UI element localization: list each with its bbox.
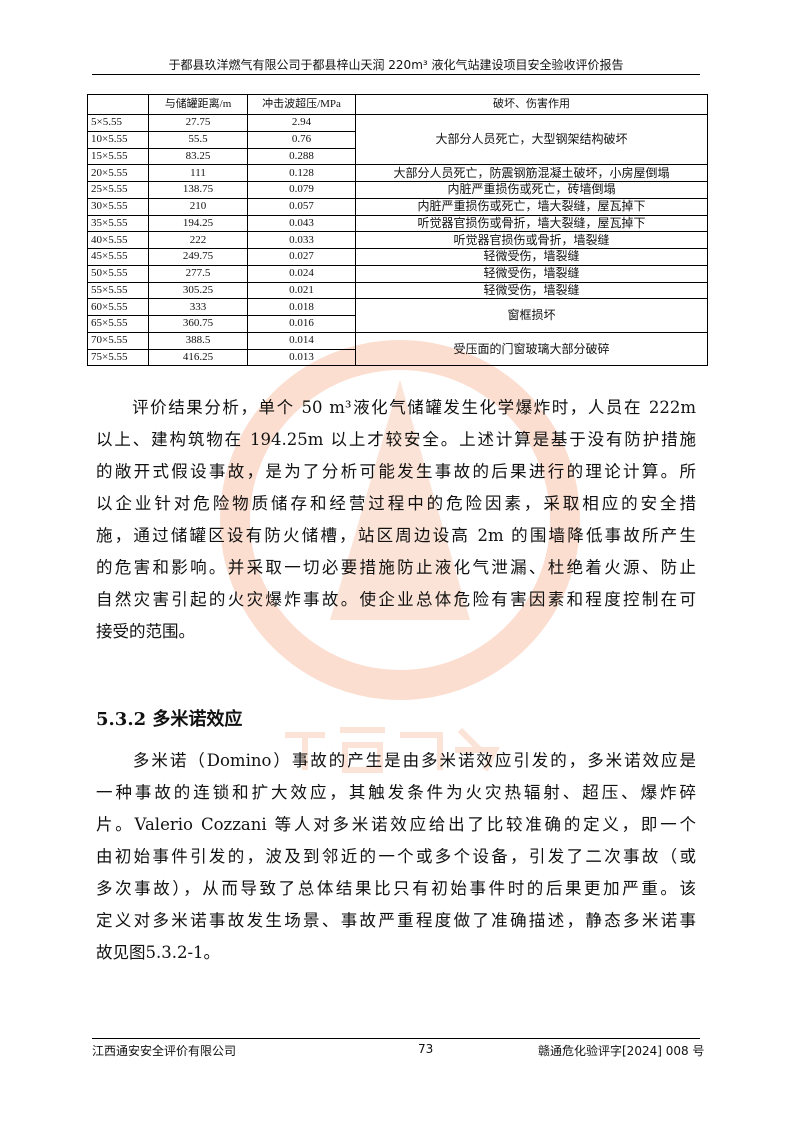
effect-cell: 受压面的门窗玻璃大部分破碎 — [355, 331, 708, 367]
col-header: 与储罐距离/m — [148, 94, 248, 115]
paragraph-analysis: 评价结果分析，单个 50 m³液化气储罐发生化学爆炸时，人员在 222m 以上、建… — [96, 392, 696, 648]
page-number: 73 — [418, 1042, 434, 1056]
load-factor-cell: 5×5.55 — [87, 114, 149, 132]
overpressure-cell: 0.016 — [247, 315, 356, 333]
overpressure-cell: 0.76 — [247, 130, 356, 149]
text-line: 的危害和影响。并采取一切必要措施防止液化气泄漏、杜绝着火源、防止 — [96, 558, 696, 577]
load-factor-cell: 55×5.55 — [87, 281, 149, 300]
distance-cell: 222 — [148, 231, 248, 249]
distance-cell: 111 — [148, 164, 248, 182]
overpressure-cell: 0.024 — [247, 264, 356, 283]
load-factor-cell: 50×5.55 — [87, 264, 149, 283]
overpressure-cell: 0.021 — [247, 281, 356, 300]
effect-cell: 大部分人员死亡，大型钢架结构破坏 — [355, 113, 708, 166]
page-header: 于都县玖洋燃气有限公司于都县梓山天润 220m³ 液化气站建设项目安全验收评价报… — [168, 58, 624, 72]
overpressure-cell: 0.013 — [247, 348, 356, 367]
distance-cell: 83.25 — [148, 147, 248, 166]
effect-cell: 轻微受伤，墙裂缝 — [355, 264, 708, 283]
effect-cell: 轻微受伤，墙裂缝 — [355, 248, 708, 266]
overpressure-cell: 0.079 — [247, 181, 356, 199]
distance-cell: 249.75 — [148, 248, 248, 266]
col-header — [87, 94, 149, 115]
overpressure-cell: 0.033 — [247, 231, 356, 249]
section-heading: 5.3.2 多米诺效应 — [96, 709, 243, 730]
table-row: 65×5.55 360.75 0.016 — [87, 315, 708, 333]
overpressure-cell: 0.128 — [247, 164, 356, 182]
table-row: 30×5.55 210 0.057 内脏严重损伤或死亡，墙大裂缝，屋瓦掉下 — [87, 197, 708, 216]
load-factor-cell: 35×5.55 — [87, 214, 149, 233]
text-line: 以上、建构筑物在 194.25m 以上才较安全。上述计算是基于没有防护措施 — [96, 430, 696, 449]
text-line: 接受的范围。 — [96, 622, 195, 641]
table-row: 75×5.55 416.25 0.013 — [87, 348, 708, 367]
text-line: 由初始事件引发的，波及到邻近的一个或多个设备，引发了二次事故（或 — [96, 847, 696, 866]
text-line: 定义对多米诺事故发生场景、事故严重程度做了准确描述，静态多米诺事 — [96, 911, 696, 930]
table-row: 35×5.55 194.25 0.043 听觉器官损伤或骨折，墙大裂缝，屋瓦掉下 — [87, 214, 708, 233]
overpressure-cell: 0.057 — [247, 197, 356, 216]
effect-cell: 内脏严重损伤或死亡，墙大裂缝，屋瓦掉下 — [355, 197, 708, 216]
effect-cell: 轻微受伤，墙裂缝 — [355, 281, 708, 300]
header-divider — [92, 74, 700, 75]
distance-cell: 210 — [148, 197, 248, 216]
load-factor-cell: 75×5.55 — [87, 348, 149, 367]
load-factor-cell: 40×5.55 — [87, 231, 149, 249]
text-line: 评价结果分析，单个 50 m³液化气储罐发生化学爆炸时，人员在 222m — [96, 398, 696, 417]
load-factor-cell: 60×5.55 — [87, 298, 149, 316]
table-row: 25×5.55 138.75 0.079 内脏严重损伤或死亡，砖墙倒塌 — [87, 181, 708, 199]
load-factor-cell: 10×5.55 — [87, 130, 149, 149]
distance-cell: 194.25 — [148, 214, 248, 233]
blast-effects-table: 与储罐距离/m 冲击波超压/MPa 破坏、伤害作用 5×5.55 27.75 2.9… — [87, 94, 708, 367]
col-header: 冲击波超压/MPa — [247, 94, 356, 115]
text-line: 以企业针对危险物质储存和经营过程中的危险因素，采取相应的安全措 — [96, 494, 696, 513]
distance-cell: 305.25 — [148, 281, 248, 300]
footer-divider — [92, 1038, 700, 1039]
distance-cell: 138.75 — [148, 181, 248, 199]
distance-cell: 55.5 — [148, 130, 248, 149]
table-row: 60×5.55 333 0.018 窗框损坏 — [87, 298, 708, 333]
load-factor-cell: 70×5.55 — [87, 331, 149, 350]
table-row: 50×5.55 277.5 0.024 轻微受伤，墙裂缝 — [87, 264, 708, 283]
overpressure-cell: 0.014 — [247, 331, 356, 350]
effect-cell: 听觉器官损伤或骨折，墙裂缝 — [355, 231, 708, 249]
text-line: 一种事故的连锁和扩大效应，其触发条件为火灾热辐射、超压、爆炸碎 — [96, 783, 696, 802]
overpressure-cell: 0.043 — [247, 214, 356, 233]
load-factor-cell: 15×5.55 — [87, 147, 149, 166]
load-factor-cell: 25×5.55 — [87, 181, 149, 199]
text-line: 的敞开式假设事故，是为了分析可能发生事故的后果进行的理论计算。所 — [96, 462, 696, 481]
text-line: 片。Valerio Cozzani 等人对多米诺效应给出了比较准确的定义，即一个 — [96, 815, 696, 834]
table-row: 55×5.55 305.25 0.021 轻微受伤，墙裂缝 — [87, 281, 708, 300]
text-line: 自然灾害引起的火灾爆炸事故。使企业总体危险有害因素和程度控制在可 — [96, 590, 696, 609]
load-factor-cell: 45×5.55 — [87, 248, 149, 266]
distance-cell: 416.25 — [148, 348, 248, 367]
overpressure-cell: 0.018 — [247, 298, 356, 316]
overpressure-cell: 2.94 — [247, 114, 356, 132]
overpressure-cell: 0.288 — [247, 147, 356, 166]
distance-cell: 360.75 — [148, 315, 248, 333]
footer-doc-number: 赣通危化验评字[2024] 008 号 — [538, 1044, 705, 1058]
distance-cell: 388.5 — [148, 331, 248, 350]
distance-cell: 333 — [148, 298, 248, 316]
distance-cell: 27.75 — [148, 114, 248, 132]
effect-cell: 听觉器官损伤或骨折，墙大裂缝，屋瓦掉下 — [355, 214, 708, 233]
text-line: 故见图5.3.2-1。 — [96, 943, 221, 962]
load-factor-cell: 65×5.55 — [87, 315, 149, 333]
effect-cell: 窗框损坏 — [355, 298, 708, 333]
table-row: 45×5.55 249.75 0.027 轻微受伤，墙裂缝 — [87, 248, 708, 266]
table-row: 20×5.55 111 0.128 大部分人员死亡，防震钢筋混凝土破坏，小房屋倒塌 — [87, 164, 708, 182]
effect-cell: 大部分人员死亡，防震钢筋混凝土破坏，小房屋倒塌 — [355, 164, 708, 182]
table-row: 70×5.55 388.5 0.014 受压面的门窗玻璃大部分破碎 — [87, 331, 708, 367]
col-header: 破坏、伤害作用 — [355, 94, 708, 115]
effect-cell: 内脏严重损伤或死亡，砖墙倒塌 — [355, 181, 708, 199]
overpressure-cell: 0.027 — [247, 248, 356, 266]
footer-company: 江西通安安全评价有限公司 — [92, 1044, 237, 1058]
table-row: 40×5.55 222 0.033 听觉器官损伤或骨折，墙裂缝 — [87, 231, 708, 249]
paragraph-domino: 多米诺（Domino）事故的产生是由多米诺效应引发的，多米诺效应是 一种事故的连锁… — [96, 745, 696, 969]
load-factor-cell: 30×5.55 — [87, 197, 149, 216]
load-factor-cell: 20×5.55 — [87, 164, 149, 182]
text-line: 施，通过储罐区设有防火储槽，站区周边设高 2m 的围墙降低事故所产生 — [96, 526, 696, 545]
table-row: 5×5.55 27.75 2.94 大部分人员死亡，大型钢架结构破坏 — [87, 113, 708, 166]
distance-cell: 277.5 — [148, 264, 248, 283]
text-line: 多次事故），从而导致了总体结果比只有初始事件时的后果更加严重。该 — [96, 879, 696, 898]
text-line: 多米诺（Domino）事故的产生是由多米诺效应引发的，多米诺效应是 — [96, 751, 696, 770]
